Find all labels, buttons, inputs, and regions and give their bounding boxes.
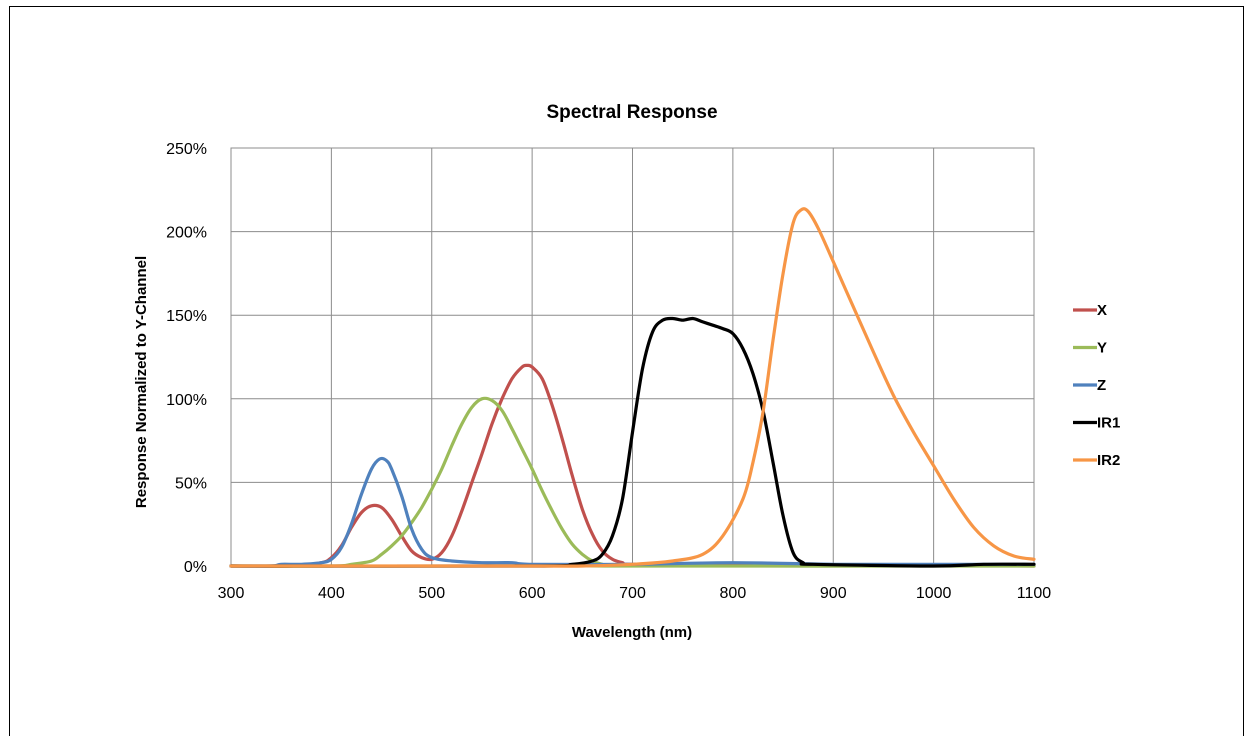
series-line-x [229, 363, 1036, 568]
legend-label-ir1: IR1 [1097, 415, 1120, 432]
legend-label-y: Y [1097, 340, 1107, 357]
series-line-ir1 [229, 316, 1036, 568]
x-tick-label: 800 [720, 585, 747, 602]
x-axis-title: Wavelength (nm) [572, 624, 692, 641]
y-tick-label: 200% [166, 225, 207, 242]
y-tick-label: 150% [166, 308, 207, 325]
y-tick-label: 100% [166, 392, 207, 409]
series-line-ir2 [229, 207, 1036, 568]
chart-title: Spectral Response [546, 102, 717, 123]
series-layer [229, 207, 1036, 568]
legend-label-z: Z [1097, 377, 1106, 394]
y-tick-label: 50% [175, 475, 207, 492]
series-line-y [229, 396, 1036, 568]
x-tick-label: 1100 [1017, 585, 1052, 602]
x-tick-label: 600 [519, 585, 546, 602]
y-tick-label: 250% [166, 141, 207, 158]
x-tick-label: 300 [218, 585, 245, 602]
chart-frame [9, 6, 1244, 736]
x-tick-label: 900 [820, 585, 847, 602]
x-tick-label: 1000 [916, 585, 952, 602]
x-tick-label: 500 [418, 585, 445, 602]
legend: X Y Z IR1 IR2 [1073, 302, 1120, 469]
x-tick-label: 700 [619, 585, 646, 602]
grid-lines [230, 147, 1035, 567]
legend-label-ir2: IR2 [1097, 452, 1120, 469]
x-tick-label: 400 [318, 585, 345, 602]
y-axis-title: Response Normalized to Y-Channel [133, 256, 150, 508]
legend-label-x: X [1097, 302, 1107, 319]
series-line-z [229, 456, 1036, 568]
y-tick-label: 0% [184, 559, 207, 576]
tick-labels: 300 400 500 600 700 800 900 1000 1100 0% 50% 100% 15… [166, 141, 1051, 602]
